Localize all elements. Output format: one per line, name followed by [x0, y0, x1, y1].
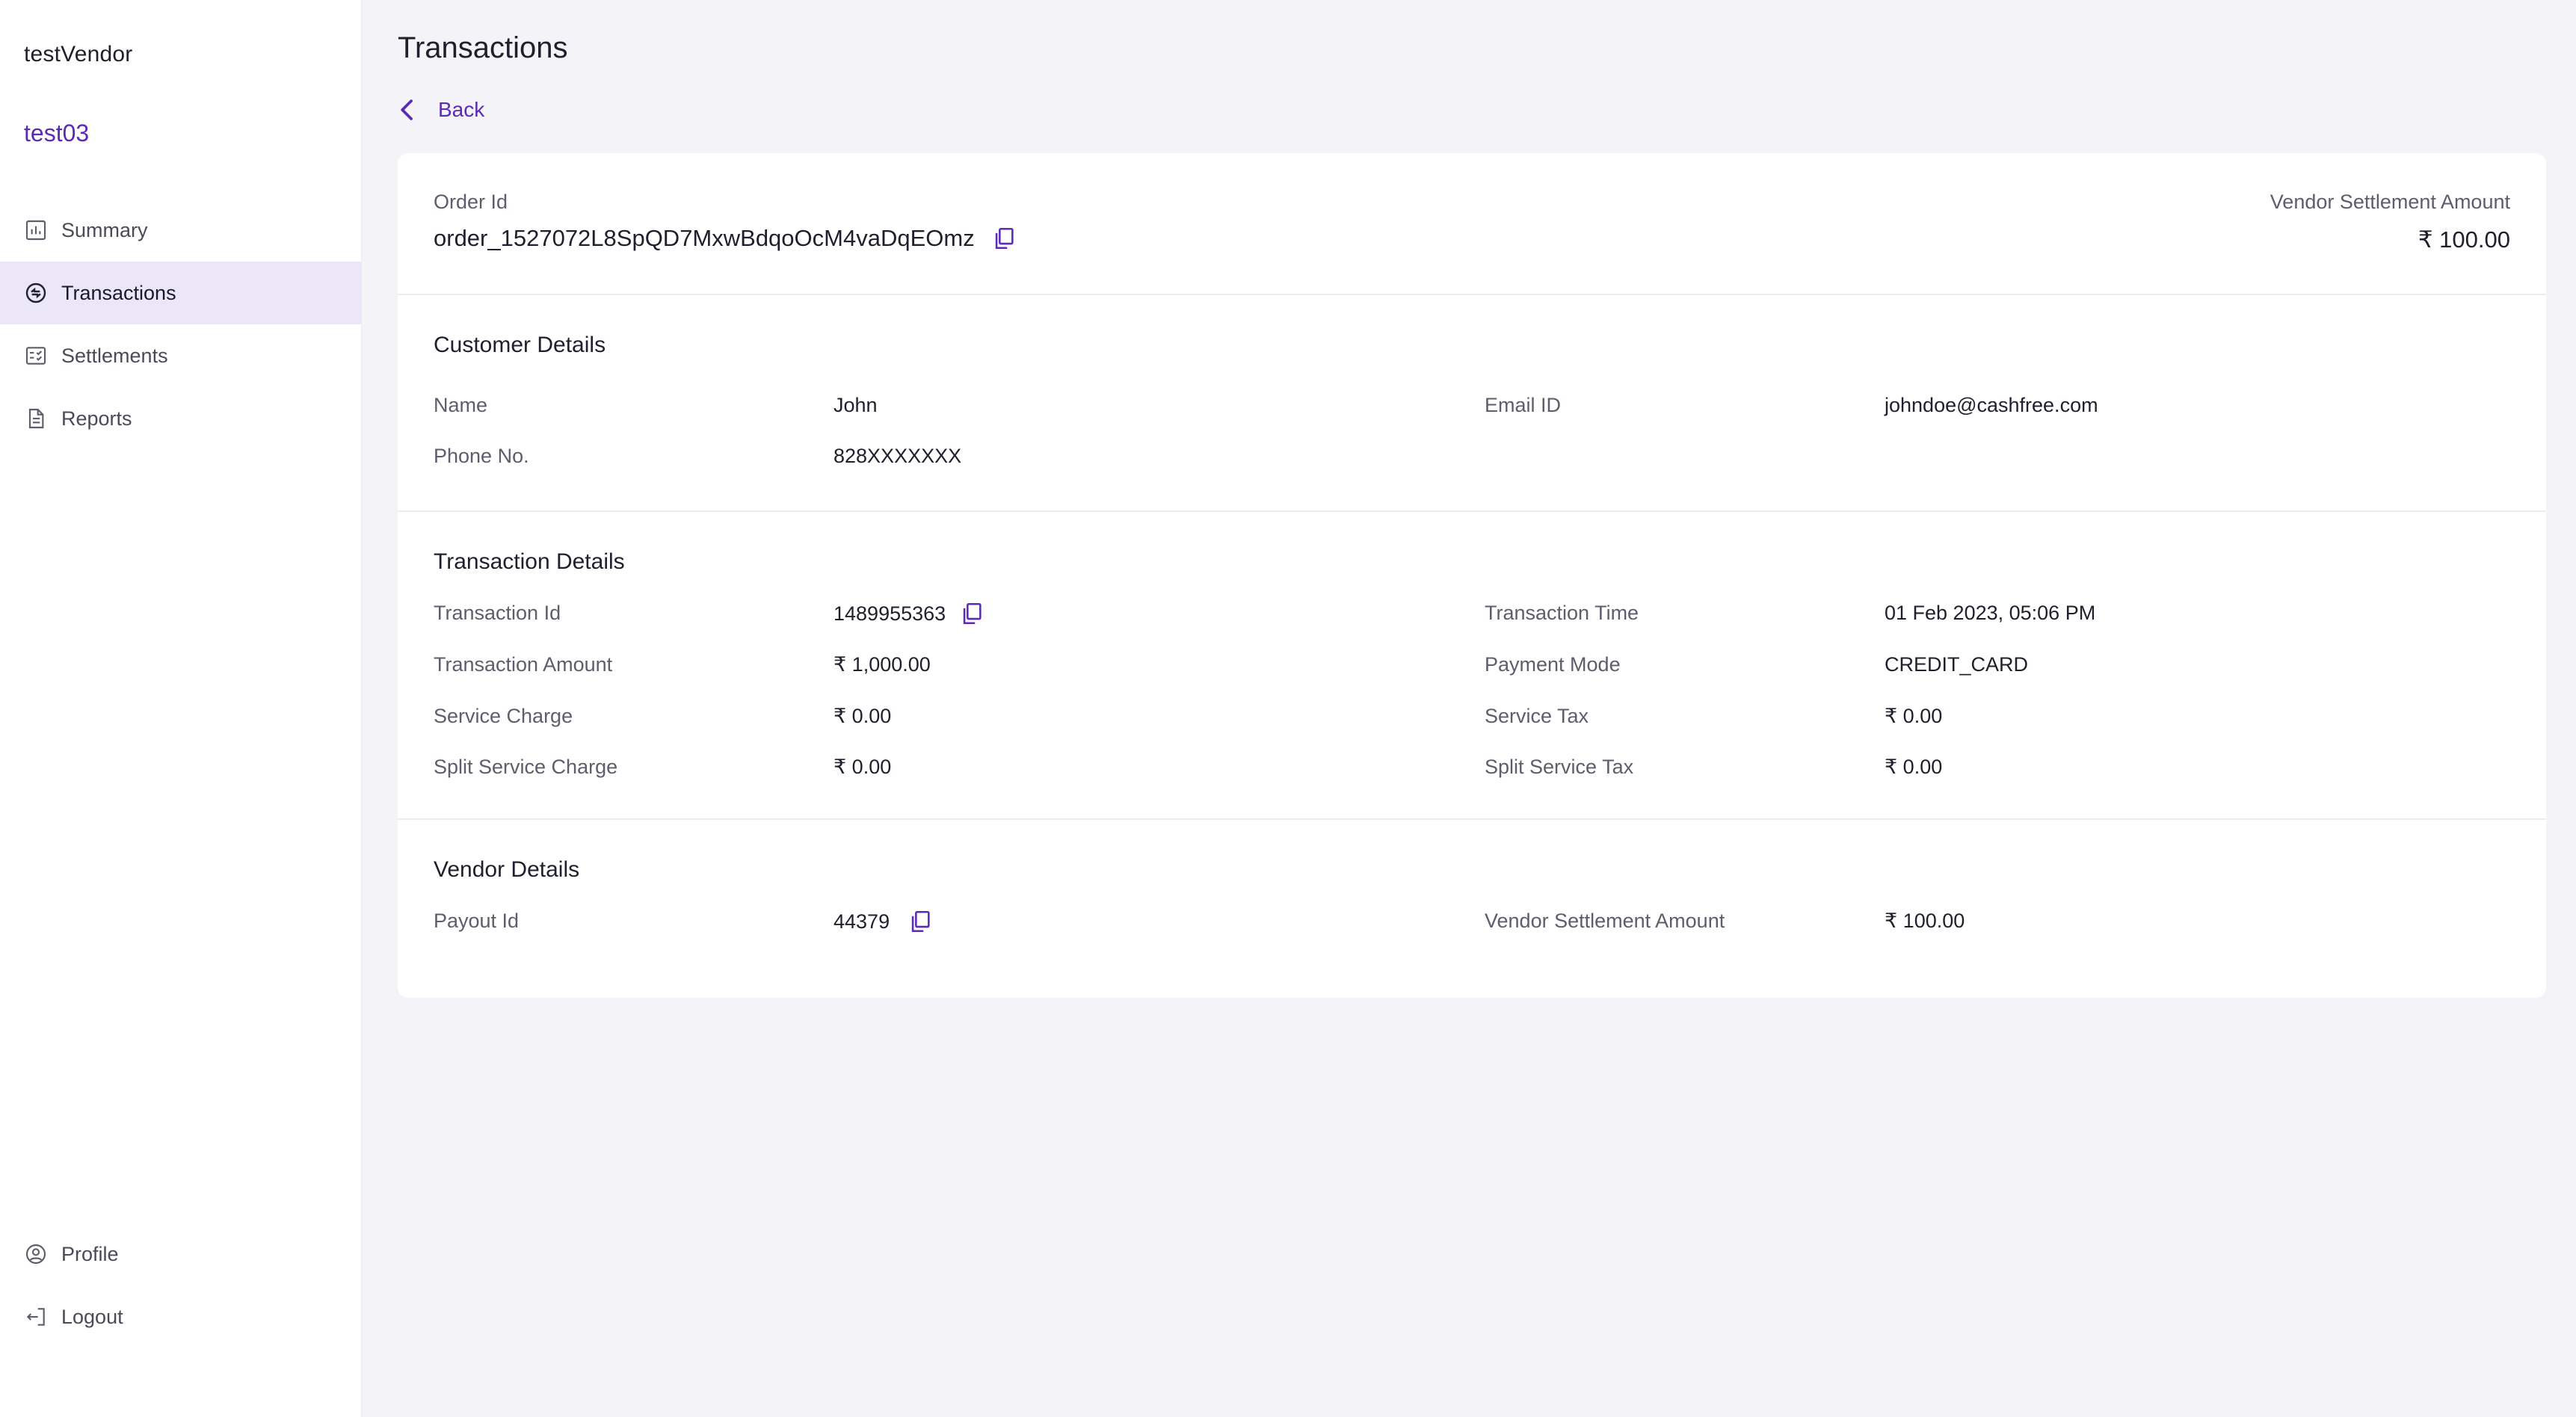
sidebar-item-label: Reports [61, 407, 132, 430]
sidebar-item-label: Transactions [61, 281, 176, 304]
customer-details-section: Customer Details Name John Email ID john… [398, 295, 2546, 512]
customer-email-value: johndoe@cashfree.com [1885, 394, 2098, 416]
divider [398, 294, 2546, 295]
sidebar: testVendor test03 Summary [0, 0, 362, 1417]
copy-order-id-button[interactable] [991, 225, 1017, 252]
payout-id-text: 44379 [833, 910, 890, 933]
transaction-time-value: 01 Feb 2023, 05:06 PM [1885, 602, 2096, 624]
document-icon [24, 407, 48, 430]
customer-name-label: Name [434, 394, 488, 416]
vendor-details-title: Vendor Details [434, 857, 580, 882]
split-service-charge-value: ₹ 0.00 [833, 756, 892, 778]
payment-mode-value: CREDIT_CARD [1885, 653, 2029, 676]
customer-phone-value: 828XXXXXXX [833, 445, 962, 467]
customer-email-label: Email ID [1485, 394, 1562, 416]
sidebar-item-label: Settlements [61, 344, 168, 367]
split-service-tax-value: ₹ 0.00 [1885, 756, 1943, 778]
copy-icon [963, 602, 982, 625]
customer-name-value: John [833, 394, 878, 416]
logout-icon [24, 1305, 48, 1329]
page-title: Transactions [398, 31, 568, 64]
sidebar-bottom-nav: Profile Logout [0, 1223, 362, 1348]
copy-transaction-id-button[interactable] [959, 600, 985, 627]
sidebar-item-label: Profile [61, 1242, 119, 1265]
vendor-settlement-value: ₹ 100.00 [1885, 910, 1965, 932]
order-header: Order Id order_1527072L8SpQD7MxwBdqoOcM4… [398, 153, 2546, 294]
order-settlement-value: ₹ 100.00 [2418, 226, 2510, 253]
main-content: Transactions Back Order Id order_1527072… [362, 0, 2576, 1417]
sidebar-item-reports[interactable]: Reports [0, 387, 362, 450]
order-id-label: Order Id [434, 191, 508, 213]
vendor-settlement-label: Vendor Settlement Amount [1485, 910, 1725, 932]
vendor-name: testVendor [24, 42, 133, 67]
sidebar-nav: Summary Transactions [0, 199, 362, 450]
user-icon [24, 1242, 48, 1266]
transaction-amount-value: ₹ 1,000.00 [833, 653, 931, 676]
transaction-detail-card: Order Id order_1527072L8SpQD7MxwBdqoOcM4… [398, 153, 2546, 998]
transaction-id-label: Transaction Id [434, 602, 561, 624]
payout-id-value: 44379 [833, 908, 933, 935]
sidebar-item-logout[interactable]: Logout [0, 1285, 362, 1348]
service-tax-value: ₹ 0.00 [1885, 705, 1943, 727]
copy-payout-id-button[interactable] [908, 908, 933, 935]
vendor-details-section: Vendor Details Payout Id 44379 Vendor Se… [398, 820, 2546, 998]
sidebar-item-transactions[interactable]: Transactions [0, 262, 362, 324]
order-settlement-label: Vendor Settlement Amount [2270, 191, 2510, 213]
sidebar-item-profile[interactable]: Profile [0, 1223, 362, 1285]
split-service-charge-label: Split Service Charge [434, 756, 618, 778]
transactions-icon [24, 281, 48, 305]
sidebar-item-summary[interactable]: Summary [0, 199, 362, 262]
customer-phone-label: Phone No. [434, 445, 529, 467]
payment-mode-label: Payment Mode [1485, 653, 1621, 676]
divider [398, 510, 2546, 512]
chevron-left-icon [401, 99, 413, 120]
back-button[interactable]: Back [398, 97, 484, 123]
sidebar-item-settlements[interactable]: Settlements [0, 324, 362, 387]
transaction-amount-label: Transaction Amount [434, 653, 613, 676]
sidebar-item-label: Summary [61, 218, 148, 241]
transaction-details-title: Transaction Details [434, 549, 625, 574]
account-name[interactable]: test03 [24, 120, 90, 146]
sidebar-item-label: Logout [61, 1305, 123, 1328]
service-charge-value: ₹ 0.00 [833, 705, 892, 727]
customer-details-title: Customer Details [434, 333, 606, 357]
transaction-id-value: 1489955363 [833, 600, 985, 627]
settlements-icon [24, 344, 48, 368]
chart-icon [24, 218, 48, 242]
copy-icon [911, 910, 930, 933]
order-id-value: order_1527072L8SpQD7MxwBdqoOcM4vaDqEOmz [434, 225, 1017, 252]
order-id-text: order_1527072L8SpQD7MxwBdqoOcM4vaDqEOmz [434, 225, 975, 251]
copy-icon [995, 227, 1014, 250]
back-label: Back [438, 98, 485, 121]
transaction-id-text: 1489955363 [833, 602, 946, 625]
service-tax-label: Service Tax [1485, 705, 1589, 727]
transaction-time-label: Transaction Time [1485, 602, 1639, 624]
transaction-details-section: Transaction Details Transaction Id 14899… [398, 512, 2546, 818]
service-charge-label: Service Charge [434, 705, 573, 727]
split-service-tax-label: Split Service Tax [1485, 756, 1634, 778]
divider [398, 818, 2546, 820]
payout-id-label: Payout Id [434, 910, 520, 932]
